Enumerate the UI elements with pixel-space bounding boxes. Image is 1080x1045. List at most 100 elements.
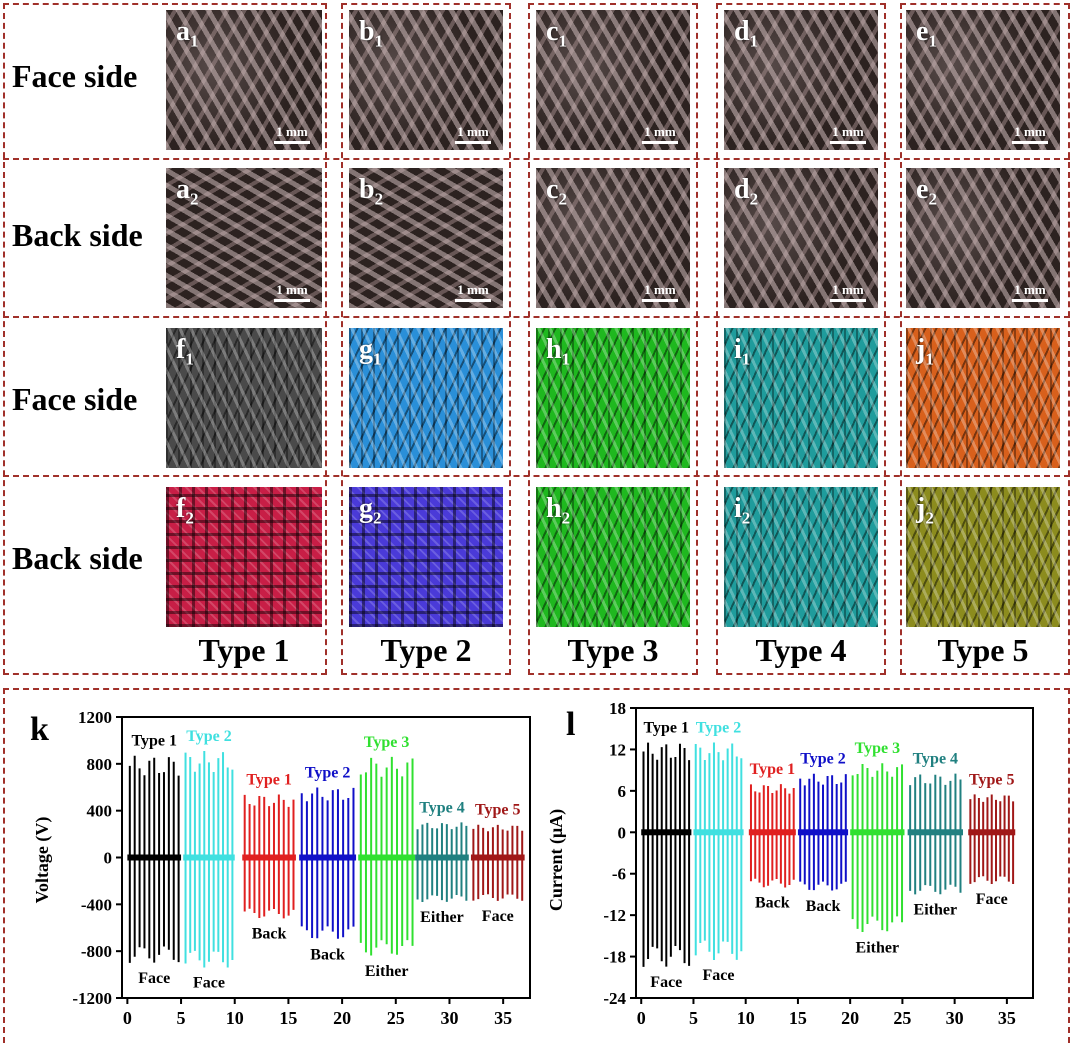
series-mode-label-k: Back [310,946,345,963]
y-tick-label-l: 0 [618,823,627,842]
series-label-l: Type 1 [750,761,795,778]
series-l-6 [968,794,1016,885]
series-mode-label-l: Either [914,901,958,918]
series-label-k: Type 3 [364,734,409,751]
series-k-5 [415,822,469,902]
panel-label-b2: b2 [359,174,384,209]
scale-bar-d2: 1 mm [830,282,866,302]
series-label-k: Type 4 [419,799,464,816]
row-label-back-1: Back side [12,217,143,253]
knit-render-h1: h1 [536,328,690,468]
panel-label-i2: i2 [734,493,751,528]
scale-bar-a1: 1 mm [274,124,310,144]
panel-label-k: k [30,711,49,748]
y-tick-label-l: 12 [609,740,626,759]
x-tick-label-k: 10 [226,1008,244,1028]
panel-label-e1: e1 [916,16,937,51]
type-label-4: Type 4 [755,632,847,668]
x-tick-label-l: 30 [946,1008,964,1028]
panel-label-l: l [566,706,575,743]
type-label-3: Type 3 [567,632,659,668]
series-label-l: Type 2 [800,751,845,768]
panel-label-g2: g2 [359,493,382,528]
y-tick-label-l: 18 [609,699,626,718]
series-label-l: Type 5 [969,771,1014,788]
series-l-1 [693,742,744,960]
y-tick-label-l: -18 [603,948,626,967]
series-l-5 [907,773,964,895]
micrograph-c1: c1 1 mm [536,10,690,150]
series-mode-label-k: Either [420,909,464,926]
series-l-0 [641,742,692,967]
scale-bar-e2: 1 mm [1012,282,1048,302]
panel-label-j1: j1 [916,334,934,369]
series-l-4 [850,763,905,933]
y-tick-label-k: -400 [81,895,112,914]
knit-render-i2: i2 [724,487,878,627]
micrograph-e2: e2 1 mm [906,168,1060,308]
series-label-l: Type 4 [913,751,958,768]
panel-label-d1: d1 [734,16,759,51]
y-tick-label-l: 6 [618,782,627,801]
panel-label-h1: h1 [546,334,571,369]
panel-label-c1: c1 [546,16,567,51]
scale-bar-c1: 1 mm [642,124,678,144]
series-label-k: Type 1 [131,733,176,750]
micrograph-b2: b2 1 mm [349,168,503,308]
series-label-k: Type 1 [246,771,291,788]
x-tick-label-l: 35 [998,1008,1016,1028]
series-mode-label-l: Face [703,967,735,984]
frame-row-divider-1 [3,158,1070,160]
x-tick-label-l: 10 [737,1008,755,1028]
y-tick-label-k: -800 [81,942,112,961]
panel-label-a2: a2 [176,174,199,209]
knit-render-j2: j2 [906,487,1060,627]
panel-label-h2: h2 [546,493,571,528]
frame-type-5 [900,3,1070,675]
series-label-k: Type 2 [186,728,231,745]
micrograph-b1: b1 1 mm [349,10,503,150]
row-label-face-2: Face side [12,381,138,417]
y-tick-label-l: -6 [612,865,626,884]
series-mode-label-l: Face [650,974,682,991]
scale-bar-b1: 1 mm [455,124,491,144]
knit-render-g2: g2 [349,487,503,627]
micrograph-a2: a2 1 mm [166,168,322,308]
panel-label-j2: j2 [916,493,934,528]
knit-render-g1: g1 [349,328,503,468]
x-tick-label-l: 15 [789,1008,807,1028]
series-k-4 [358,756,416,956]
series-l-2 [748,784,796,888]
x-tick-label-l: 20 [841,1008,859,1028]
series-k-0 [127,755,182,963]
y-axis-label-l: Current (μA) [546,809,567,911]
knit-render-h2: h2 [536,487,690,627]
scale-bar-a2: 1 mm [274,282,310,302]
series-mode-label-l: Back [806,898,841,915]
y-tick-label-l: -12 [603,906,626,925]
y-tick-label-k: 1200 [78,708,112,727]
series-mode-label-l: Back [755,895,790,912]
series-k-6 [470,824,525,901]
y-tick-label-k: 800 [87,755,113,774]
x-tick-label-k: 0 [123,1008,132,1028]
series-mode-label-k: Either [365,963,409,980]
row-label-face-1: Face side [12,58,138,94]
micrograph-a1: a1 1 mm [166,10,322,150]
panel-label-g1: g1 [359,334,382,369]
series-mode-label-k: Face [193,975,225,992]
knit-render-i1: i1 [724,328,878,468]
series-k-1 [183,750,235,968]
frame-row-divider-2 [3,316,1070,318]
frame-type-4 [716,3,886,675]
knit-render-j1: j1 [906,328,1060,468]
series-mode-label-k: Face [482,908,514,925]
scale-bar-d1: 1 mm [830,124,866,144]
x-tick-label-k: 20 [333,1008,351,1028]
series-l-3 [797,773,849,891]
y-axis-label-k: Voltage (V) [32,817,53,904]
x-tick-label-l: 25 [893,1008,911,1028]
micrograph-d2: d2 1 mm [724,168,878,308]
x-tick-label-k: 5 [177,1008,186,1028]
